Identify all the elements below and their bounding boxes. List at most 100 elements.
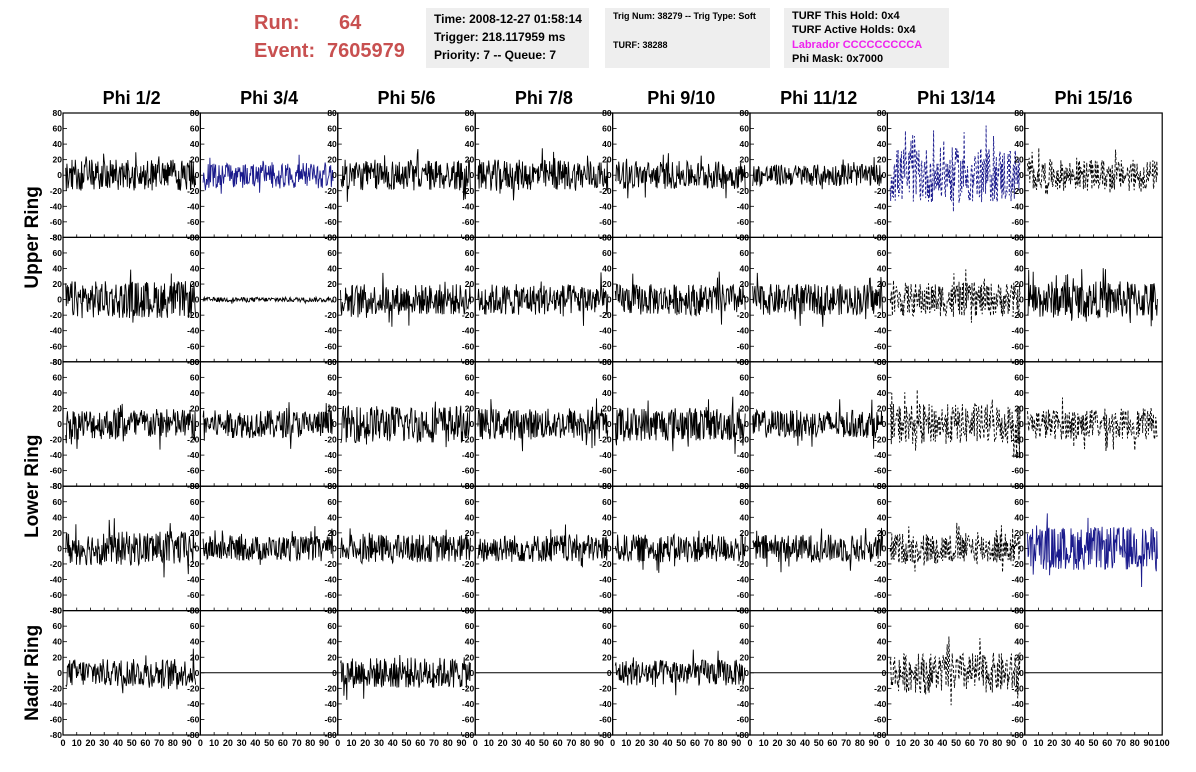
x-tick-label: 90 bbox=[1143, 738, 1153, 748]
y-tick-label: 0 bbox=[57, 170, 62, 180]
y-tick-label: -60 bbox=[325, 341, 338, 351]
y-tick-label: -20 bbox=[1012, 683, 1025, 693]
x-tick-label: 60 bbox=[278, 738, 288, 748]
waveform-trace bbox=[1027, 147, 1158, 195]
column-title: Phi 15/16 bbox=[1054, 88, 1132, 108]
column-title: Phi 3/4 bbox=[240, 88, 298, 108]
y-tick-label: 60 bbox=[190, 124, 200, 134]
y-tick-label: -60 bbox=[50, 341, 63, 351]
y-tick-label: 60 bbox=[602, 497, 612, 507]
x-tick-label: 50 bbox=[401, 738, 411, 748]
y-tick-label: 40 bbox=[877, 264, 887, 274]
x-tick-label: 0 bbox=[198, 738, 203, 748]
y-tick-label: 20 bbox=[465, 528, 475, 538]
phi-mask-text: Phi Mask: 0x7000 bbox=[792, 53, 884, 65]
y-tick-label: 80 bbox=[327, 357, 337, 367]
x-tick-label: 10 bbox=[209, 738, 219, 748]
x-tick-label: 40 bbox=[937, 738, 947, 748]
y-tick-label: -80 bbox=[50, 232, 63, 242]
y-tick-label: 0 bbox=[57, 543, 62, 553]
y-tick-label: -40 bbox=[874, 699, 887, 709]
y-tick-label: 40 bbox=[53, 512, 63, 522]
x-tick-label: 30 bbox=[649, 738, 659, 748]
y-tick-label: 60 bbox=[53, 497, 63, 507]
y-tick-label: 20 bbox=[740, 528, 750, 538]
y-tick-label: 40 bbox=[327, 388, 337, 398]
y-tick-label: -20 bbox=[874, 559, 887, 569]
run-value: 64 bbox=[339, 12, 362, 34]
y-tick-label: -60 bbox=[599, 590, 612, 600]
y-tick-label: 80 bbox=[327, 481, 337, 491]
x-tick-label: 80 bbox=[1130, 738, 1140, 748]
waveform-trace bbox=[1027, 513, 1158, 588]
y-tick-label: -60 bbox=[187, 714, 200, 724]
y-tick-label: 80 bbox=[602, 108, 612, 118]
y-tick-label: -40 bbox=[462, 699, 475, 709]
y-tick-label: 60 bbox=[190, 372, 200, 382]
y-tick-label: -80 bbox=[50, 481, 63, 491]
y-tick-label: 60 bbox=[190, 621, 200, 631]
y-tick-label: 80 bbox=[53, 232, 63, 242]
y-tick-label: -40 bbox=[50, 201, 63, 211]
x-tick-label: 0 bbox=[610, 738, 615, 748]
y-tick-label: -40 bbox=[462, 201, 475, 211]
y-tick-label: -20 bbox=[325, 310, 338, 320]
y-tick-label: -60 bbox=[737, 466, 750, 476]
y-tick-label: -60 bbox=[325, 217, 338, 227]
y-tick-label: -40 bbox=[462, 450, 475, 460]
y-tick-label: 40 bbox=[740, 264, 750, 274]
y-tick-label: -60 bbox=[50, 466, 63, 476]
x-tick-label: 20 bbox=[223, 738, 233, 748]
turf-this-hold-text: TURF This Hold: 0x4 bbox=[792, 10, 900, 22]
y-tick-label: 20 bbox=[1014, 155, 1024, 165]
y-tick-label: 60 bbox=[877, 497, 887, 507]
y-tick-label: 20 bbox=[740, 155, 750, 165]
y-tick-label: -40 bbox=[737, 450, 750, 460]
y-tick-label: 20 bbox=[877, 528, 887, 538]
x-tick-label: 50 bbox=[951, 738, 961, 748]
x-tick-label: 60 bbox=[415, 738, 425, 748]
y-tick-label: 80 bbox=[877, 481, 887, 491]
x-tick-label: 70 bbox=[979, 738, 989, 748]
y-tick-label: 40 bbox=[190, 139, 200, 149]
y-tick-label: -20 bbox=[50, 559, 63, 569]
y-tick-label: -80 bbox=[50, 730, 63, 740]
waveform-trace bbox=[202, 295, 334, 305]
y-tick-label: 80 bbox=[53, 357, 63, 367]
y-tick-label: 0 bbox=[607, 170, 612, 180]
y-tick-label: -20 bbox=[187, 683, 200, 693]
column-title: Phi 7/8 bbox=[515, 88, 573, 108]
column-title: Phi 11/12 bbox=[780, 88, 857, 108]
waveform-trace bbox=[340, 272, 471, 327]
y-tick-label: 0 bbox=[744, 419, 749, 429]
y-tick-label: 80 bbox=[1014, 357, 1024, 367]
y-tick-label: 20 bbox=[877, 279, 887, 289]
trig-info-box: Trig Num: 38279 -- Trig Type: Soft TURF:… bbox=[605, 8, 770, 68]
x-tick-label: 40 bbox=[800, 738, 810, 748]
y-tick-label: 20 bbox=[327, 652, 337, 662]
y-tick-label: 80 bbox=[877, 108, 887, 118]
y-tick-label: 60 bbox=[602, 372, 612, 382]
y-tick-label: -20 bbox=[462, 186, 475, 196]
waveform-trace bbox=[477, 272, 609, 326]
y-tick-label: 60 bbox=[53, 248, 63, 258]
y-tick-label: 0 bbox=[332, 170, 337, 180]
y-tick-label: -20 bbox=[1012, 310, 1025, 320]
x-tick-label: 40 bbox=[388, 738, 398, 748]
y-tick-label: -80 bbox=[599, 730, 612, 740]
y-tick-label: -60 bbox=[325, 590, 338, 600]
y-tick-label: 40 bbox=[190, 512, 200, 522]
y-tick-label: 40 bbox=[1014, 388, 1024, 398]
y-tick-label: 20 bbox=[327, 403, 337, 413]
y-tick-label: 60 bbox=[327, 497, 337, 507]
x-tick-label: 80 bbox=[168, 738, 178, 748]
y-tick-label: -60 bbox=[462, 590, 475, 600]
waveform-trace bbox=[65, 269, 197, 323]
y-tick-label: -40 bbox=[599, 699, 612, 709]
x-tick-label: 60 bbox=[965, 738, 975, 748]
waveform-trace bbox=[889, 522, 1021, 573]
y-tick-label: -20 bbox=[462, 310, 475, 320]
y-tick-label: -60 bbox=[599, 217, 612, 227]
y-tick-label: -40 bbox=[599, 450, 612, 460]
y-tick-label: 80 bbox=[190, 481, 200, 491]
